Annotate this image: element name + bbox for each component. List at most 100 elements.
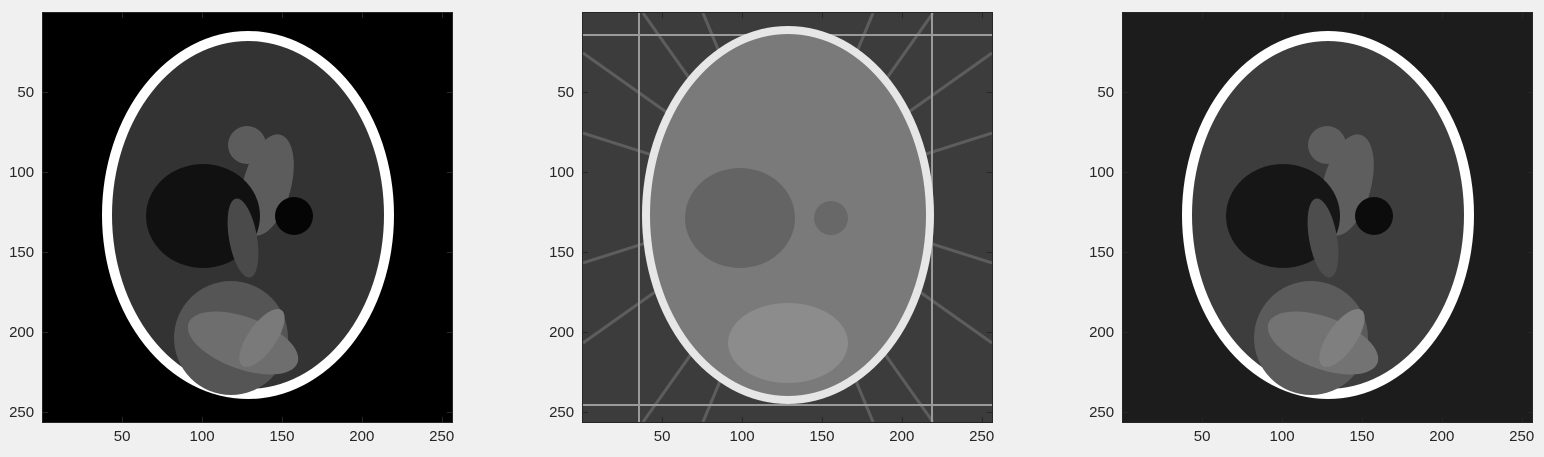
x-tick-label: 250 [969,428,995,445]
y-tick [43,251,48,253]
reconstruction-image [1123,13,1532,422]
x-tick-label: 100 [189,428,215,445]
y-tick [447,171,452,173]
y-tick [1527,331,1532,333]
x-tick [441,13,443,18]
y-tick-label: 100 [549,163,575,181]
panel-original: 50 100 150 200 250 50 100 150 200 250 [0,0,520,457]
x-tick [901,13,903,18]
x-tick-label: 50 [113,428,131,445]
x-tick [981,13,983,18]
x-tick [361,13,363,18]
x-tick-label: 150 [809,428,835,445]
panel-reconstruction: 50 100 150 200 250 50 100 150 200 250 [1080,0,1544,457]
y-tick [987,92,992,94]
y-tick [43,331,48,333]
backprojection-image [583,13,992,422]
image-axes [582,12,993,423]
y-tick [447,92,452,94]
y-tick [1527,411,1532,413]
x-tick-label: 250 [429,428,455,445]
image-axes [1122,12,1533,423]
y-tick [43,171,48,173]
y-tick [583,331,588,333]
y-tick-label: 50 [1097,84,1115,102]
x-tick [662,417,664,422]
x-tick-label: 50 [653,428,671,445]
y-tick [583,251,588,253]
x-tick [1521,13,1523,18]
x-tick-label: 100 [729,428,755,445]
y-tick [583,171,588,173]
y-tick-label: 100 [1089,163,1115,181]
x-tick [201,417,203,422]
y-tick-label: 100 [9,163,35,181]
x-tick [741,417,743,422]
x-tick-label: 200 [1429,428,1455,445]
x-tick-label: 50 [1193,428,1211,445]
y-tick-label: 150 [1089,243,1115,261]
x-tick [1202,13,1204,18]
x-tick-label: 100 [1269,428,1295,445]
y-tick [447,251,452,253]
y-tick [1527,251,1532,253]
y-tick [1123,92,1128,94]
y-tick [1123,411,1128,413]
y-tick-label: 200 [1089,323,1115,341]
phantom-image [43,13,452,422]
x-tick [821,13,823,18]
x-tick-label: 150 [1349,428,1375,445]
y-tick [1123,331,1128,333]
x-tick [281,417,283,422]
y-tick-label: 200 [549,323,575,341]
x-tick [741,13,743,18]
y-tick-label: 150 [9,243,35,261]
panel-backprojection: 50 100 150 200 250 50 100 150 200 250 [540,0,1060,457]
x-tick [122,13,124,18]
image-axes [42,12,453,423]
y-tick-label: 250 [1089,403,1115,421]
x-tick [1521,417,1523,422]
y-tick [987,411,992,413]
x-tick [201,13,203,18]
x-tick [122,417,124,422]
y-tick [43,411,48,413]
y-tick-label: 150 [549,243,575,261]
x-tick [662,13,664,18]
y-tick [987,331,992,333]
x-tick [1361,417,1363,422]
y-tick [43,92,48,94]
y-tick [1527,171,1532,173]
x-tick [821,417,823,422]
y-tick-label: 250 [549,403,575,421]
x-tick [361,417,363,422]
y-tick [583,411,588,413]
x-tick [1281,417,1283,422]
y-tick-label: 50 [557,84,575,102]
y-tick [447,411,452,413]
x-tick [441,417,443,422]
y-tick [1123,251,1128,253]
y-tick [987,171,992,173]
x-tick-label: 150 [269,428,295,445]
x-tick [981,417,983,422]
x-tick [1281,13,1283,18]
x-tick [281,13,283,18]
y-tick [987,251,992,253]
x-tick-label: 200 [349,428,375,445]
y-tick [1527,92,1532,94]
y-tick [447,331,452,333]
x-tick [901,417,903,422]
x-tick-label: 250 [1509,428,1535,445]
x-tick [1361,13,1363,18]
y-tick-label: 50 [17,84,35,102]
x-tick-label: 200 [889,428,915,445]
y-tick-label: 200 [9,323,35,341]
y-tick [1123,171,1128,173]
y-tick [583,92,588,94]
x-tick [1202,417,1204,422]
y-tick-label: 250 [9,403,35,421]
x-tick [1441,13,1443,18]
x-tick [1441,417,1443,422]
